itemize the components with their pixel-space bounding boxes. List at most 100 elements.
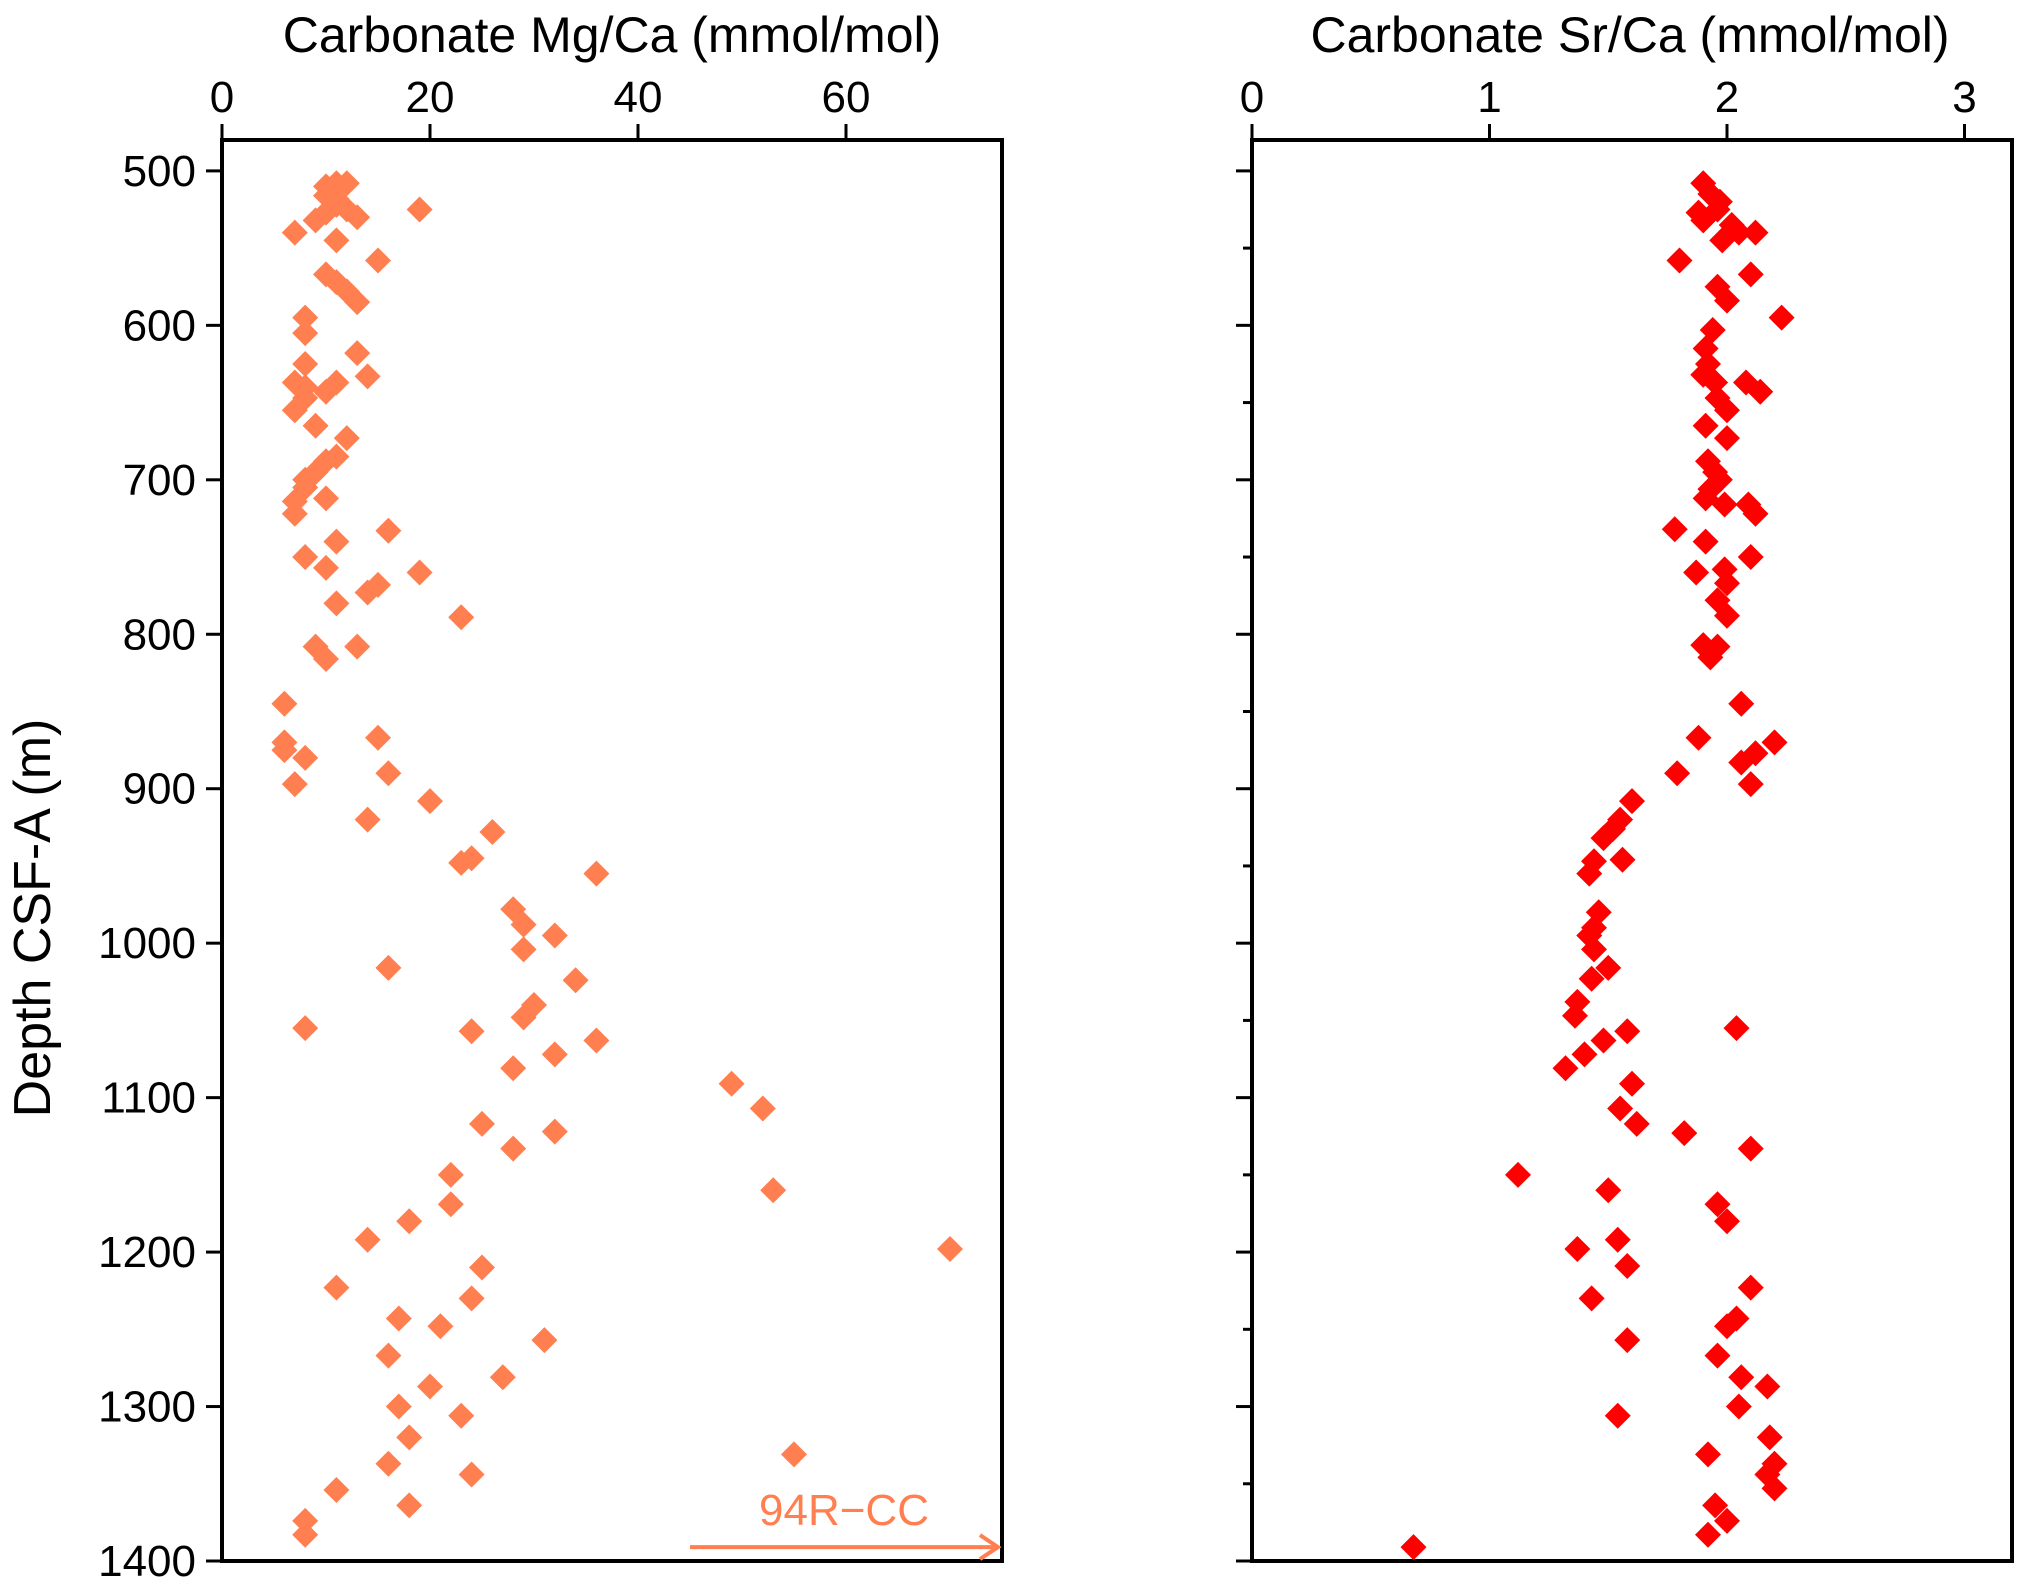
sr-ca-point — [1742, 219, 1769, 246]
mg-ca-point — [500, 1055, 527, 1082]
sr-ca-point — [1661, 516, 1688, 543]
sr-ca-point — [1723, 1015, 1750, 1042]
mg-ca-point — [281, 219, 308, 246]
sr-ca-point — [1607, 1095, 1634, 1122]
mg-ca-point — [406, 196, 433, 223]
mg-ca-point — [365, 724, 391, 751]
x-tick-label: 0 — [1240, 73, 1264, 122]
sr-ca-point — [1761, 1475, 1788, 1502]
mg-ca-point — [375, 954, 402, 981]
sr-ca-point — [1747, 378, 1774, 405]
panel-sr-ca-title: Carbonate Sr/Ca (mmol/mol) — [1310, 7, 1949, 63]
mg-ca-point — [302, 412, 329, 439]
sr-ca-point — [1400, 1534, 1427, 1561]
mg-ca-point — [396, 1492, 423, 1519]
sr-ca-point — [1683, 559, 1710, 586]
mg-ca-point — [500, 1135, 527, 1162]
annotation-94r-cc-label: 94R−CC — [759, 1486, 929, 1535]
sr-ca-point — [1578, 1285, 1605, 1312]
y-axis-label: Depth CSF-A (m) — [4, 719, 62, 1118]
mg-ca-point — [396, 1424, 423, 1451]
y-tick-label: 1000 — [98, 919, 196, 968]
sr-ca-point — [1714, 1208, 1740, 1235]
mg-ca-point — [458, 1285, 485, 1312]
x-tick-label: 0 — [210, 73, 234, 122]
mg-ca-point — [417, 788, 443, 815]
sr-ca-point — [1664, 760, 1691, 787]
mg-ca-point — [323, 590, 350, 617]
sr-ca-point — [1614, 1252, 1641, 1279]
mg-ca-point — [344, 289, 371, 316]
sr-ca-point — [1728, 690, 1755, 717]
sr-ca-point — [1614, 1327, 1641, 1354]
mg-ca-point — [385, 1305, 412, 1332]
mg-ca-point — [448, 849, 475, 876]
sr-ca-point — [1595, 1177, 1622, 1204]
mg-ca-point — [510, 936, 537, 963]
mg-ca-point — [365, 247, 391, 274]
mg-ca-point — [292, 1015, 319, 1042]
sr-ca-point — [1709, 227, 1736, 254]
sr-ca-point — [1714, 397, 1740, 424]
mg-ca-point — [385, 1393, 412, 1420]
mg-ca-point — [417, 1373, 443, 1400]
mg-ca-point — [510, 911, 537, 938]
x-tick-label: 40 — [614, 73, 663, 122]
mg-ca-point — [760, 1177, 787, 1204]
mg-ca-point — [292, 350, 319, 377]
annotation-arrow-head — [978, 1533, 1002, 1561]
mg-ca-point — [469, 1254, 495, 1281]
sr-ca-point — [1690, 207, 1717, 234]
panel-mg-ca-title: Carbonate Mg/Ca (mmol/mol) — [283, 7, 942, 63]
sr-ca-point — [1595, 954, 1622, 981]
mg-ca-point — [781, 1441, 807, 1468]
mg-ca-point — [281, 500, 308, 527]
sr-ca-point — [1697, 644, 1724, 671]
mg-ca-point — [292, 744, 319, 771]
mg-ca-point — [292, 304, 319, 331]
mg-ca-point — [281, 771, 308, 798]
sr-ca-point — [1609, 846, 1636, 873]
annotation-94r-cc: 94R−CC — [690, 1486, 1002, 1561]
mg-ca-point — [333, 425, 360, 452]
y-tick-label: 800 — [123, 610, 196, 659]
mg-ca-point — [479, 818, 506, 845]
sr-ca-point — [1614, 1018, 1641, 1045]
sr-ca-point — [1737, 1135, 1764, 1162]
mg-ca-point — [583, 1027, 610, 1054]
sr-ca-point — [1714, 287, 1740, 314]
mg-ca-point — [458, 1018, 485, 1045]
sr-ca-point — [1590, 825, 1617, 852]
mg-ca-point — [375, 760, 402, 787]
y-axis-label-group: Depth CSF-A (m) — [4, 719, 62, 1118]
mg-ca-point — [313, 485, 339, 512]
sr-ca-point — [1728, 1364, 1755, 1391]
sr-ca-point — [1578, 965, 1605, 992]
mg-ca-point — [344, 204, 371, 231]
sr-ca-point — [1742, 500, 1769, 527]
mg-ca-point — [292, 544, 319, 571]
sr-ca-point — [1761, 729, 1788, 756]
mg-ca-point — [510, 1004, 537, 1031]
sr-ca-point — [1754, 1373, 1781, 1400]
sr-ca-point — [1714, 602, 1740, 629]
mg-ca-point — [292, 1507, 319, 1534]
sr-ca-point — [1552, 1055, 1579, 1082]
mg-ca-point — [427, 1313, 454, 1340]
sr-ca-point — [1737, 1274, 1764, 1301]
mg-ca-point — [541, 1041, 568, 1068]
sr-ca-point — [1692, 528, 1719, 555]
mg-ca-point — [437, 1191, 464, 1218]
sr-ca-point — [1711, 491, 1738, 518]
mg-ca-point — [344, 340, 371, 367]
mg-ca-point — [323, 227, 350, 254]
panel-sr-ca: Carbonate Sr/Ca (mmol/mol) 0 1 2 3 — [1236, 7, 2014, 1563]
mg-ca-point — [344, 633, 371, 660]
mg-ca-point — [541, 922, 568, 949]
mg-ca-point — [541, 1118, 568, 1145]
mg-ca-point — [718, 1070, 745, 1097]
mg-ca-point — [562, 967, 589, 994]
sr-ca-point — [1725, 1393, 1752, 1420]
sr-ca-point — [1604, 1226, 1631, 1253]
y-tick-label: 700 — [123, 456, 196, 505]
